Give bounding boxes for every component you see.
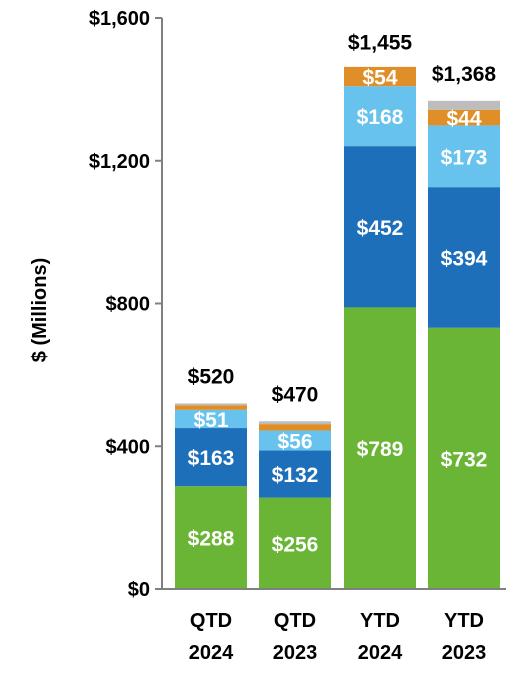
bar-segment [344,307,416,589]
segment-value-label: $256 [272,533,319,556]
segment-value-label: $173 [441,146,488,169]
x-category-label: QTD [274,610,316,632]
segment-value-label: $732 [441,448,488,471]
bar-segment [344,146,416,308]
bar-segment [259,430,331,451]
segment-value-label: $54 [362,67,397,90]
total-value-label: $470 [272,383,319,406]
bar-segment [428,100,500,110]
segment-value-label: $452 [357,217,404,240]
bar-segment [175,486,247,589]
bars: $288 $163 $51 $520 $256 $132 $56 $470 $789 $452 $1… [175,32,500,589]
segment-value-label: $44 [446,108,481,131]
bar-segment [259,421,331,425]
axes [161,18,506,590]
x-category-label: 2023 [273,642,318,664]
y-tick-label: $1,600 [89,8,150,30]
segment-value-label: $163 [188,447,235,470]
segment-value-label: $132 [272,464,319,487]
bar-segment [259,450,331,498]
segment-value-label: $789 [357,438,404,461]
bar-segment [259,424,331,431]
bar-segment [259,497,331,589]
y-tick-label: $800 [106,294,151,316]
x-category-label: QTD [190,610,232,632]
segment-value-label: $51 [193,409,228,432]
total-value-label: $520 [188,365,235,388]
bar-segment [175,403,247,406]
bar-segment [428,327,500,589]
bar-segment [175,428,247,487]
segment-value-label: $168 [357,106,404,129]
bar-segment [175,409,247,429]
segment-value-label: $288 [188,528,235,551]
bar-segment [344,86,416,147]
bar-segment [175,405,247,410]
y-tick-label: $1,200 [89,151,150,173]
segment-value-label: $56 [277,431,312,454]
x-category-label: 2024 [189,642,234,664]
x-category-label: 2023 [442,642,487,664]
segment-value-label: $394 [441,247,488,270]
bar-segment [428,109,500,126]
y-axis-ticks: $0 $400 $800 $1,200 $1,600 [89,8,162,601]
y-tick-label: $400 [106,436,151,458]
bar-segment [428,125,500,188]
x-category-label: 2024 [358,642,403,664]
x-category-label: YTD [444,610,484,632]
x-category-label: YTD [360,610,400,632]
bar-segment [428,187,500,328]
x-axis-categories: QTD 2024 QTD 2023 YTD 2024 YTD 2023 [189,610,487,664]
total-value-label: $1,455 [348,32,413,55]
y-axis-label: $ (Millions) [29,258,51,362]
y-tick-label: $0 [128,579,150,601]
bar-segment [344,66,416,87]
total-value-label: $1,368 [432,63,497,86]
